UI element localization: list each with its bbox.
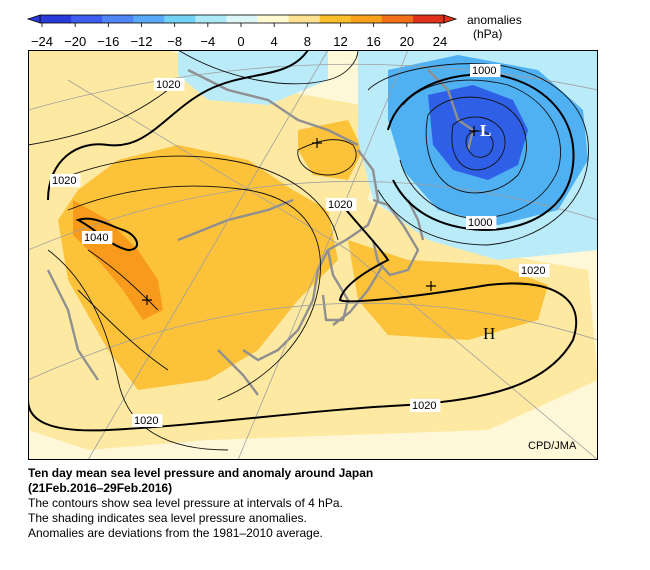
contour-label: 1020 [52,175,76,187]
colorbar-swatch [288,15,321,23]
colorbar-swatch [226,15,259,23]
colorbar-unit: (hPa) [473,27,503,41]
colorbar-swatch [164,15,196,23]
colorbar-left-arrow [26,14,41,24]
colorbar-tick-label: 8 [304,34,311,49]
contour-label: 1000 [468,217,492,229]
caption-contours: The contours show sea level pressure at … [28,496,343,510]
centre-marker [312,138,322,148]
anomaly-colorbar: −24 −20 −16 −12 −8 −4 0 4 8 12 16 20 24 [26,14,458,49]
colorbar-swatch [381,15,414,23]
contour-label-background [132,414,163,427]
colorbar-legend: anomalies (hPa) [467,13,522,41]
colorbar-tick-label: 20 [400,34,414,49]
colorbar-swatch [412,15,445,23]
contour-label: 1000 [472,65,496,77]
contour-label: 1020 [412,400,436,412]
colorbar-tick-label: 16 [366,34,380,49]
contour-label: 1040 [84,232,108,244]
contour-label-background [326,198,357,211]
colorbar-tick-labels: −24 −20 −16 −12 −8 −4 0 4 8 12 16 20 24 [31,23,447,49]
colorbar-swatch [40,15,72,23]
map-frame [28,50,598,460]
colorbar-tick-label: −24 [31,34,53,49]
colorbar-swatch [319,15,352,23]
colorbar-tick-label: −4 [200,34,215,49]
colorbar-swatch [350,15,383,23]
high-pressure-label: H [483,324,495,343]
isobars [28,50,589,451]
contour-label-background [410,399,441,412]
colorbar-swatch [257,15,290,23]
colorbar-tick-label: −16 [97,34,119,49]
positive-anomaly-core [58,145,338,390]
contour-label: 1020 [521,265,545,277]
colorbar-tick-label: 0 [237,34,244,49]
colorbar-swatch [195,15,227,23]
contour-label-background [470,64,501,77]
figure-caption: Ten day mean sea level pressure and anom… [28,466,628,541]
pressure-centre-markers [142,126,479,305]
colorbar-swatch [133,15,165,23]
colorbar-right-arrow [443,14,458,24]
colorbar-swatch [71,15,103,23]
low-pressure-label: L [480,121,491,140]
colorbar-tick-label: 12 [333,34,347,49]
contour-label: 1020 [156,79,180,91]
negative-anomaly-west [178,50,328,105]
colorbar-tick-label: 24 [433,34,447,49]
colorbar-tick-label: −12 [130,34,152,49]
map-graticule [28,50,598,460]
contour-label-background [82,231,113,244]
colorbar-swatches [39,14,445,24]
centre-marker [142,295,152,305]
colorbar-title: anomalies [467,13,522,27]
credit-label: CPD/JMA [528,440,577,452]
colorbar-tick-label: −20 [64,34,86,49]
contour-labels: 1020 1020 1040 1020 1000 1000 1020 1020 1020 [50,64,550,427]
pressure-anomaly-map: 1020 1020 1040 1020 1000 1000 1020 1020 1020 H L [28,50,598,460]
colorbar-swatch [102,15,134,23]
caption-title: Ten day mean sea level pressure and anom… [28,466,374,480]
contour-label-background [50,174,81,187]
contour-label-background [519,264,550,277]
centre-marker [469,126,479,136]
contour-label-background [466,216,497,229]
caption-shading: The shading indicates sea level pressure… [28,511,307,525]
contour-label: 1020 [328,199,352,211]
contour-label: 1020 [134,415,158,427]
centre-marker [426,281,436,291]
colorbar-tick-label: 4 [271,34,278,49]
colorbar-tick-label: −8 [167,34,182,49]
caption-period: (21Feb.2016–29Feb.2016) [28,481,173,495]
contour-label-background [154,78,185,91]
positive-anomaly-north [298,120,363,180]
caption-anomalies: Anomalies are deviations from the 1981–2… [28,526,323,540]
